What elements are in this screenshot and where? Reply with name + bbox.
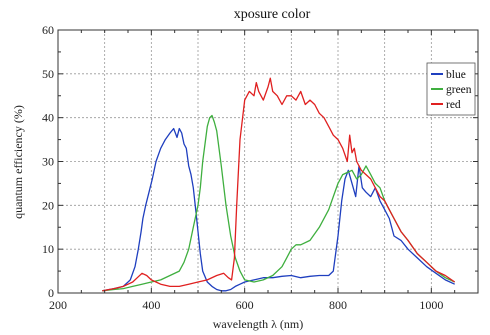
y-tick-label: 10 <box>42 242 54 256</box>
series-line-red <box>102 77 456 292</box>
x-tick-label: 1000 <box>419 298 443 312</box>
y-tick-label: 50 <box>42 67 54 81</box>
chart-title: xposure color <box>234 7 311 22</box>
legend: blue green red <box>426 62 476 116</box>
legend-label-red: red <box>446 99 461 111</box>
y-tick-label: 40 <box>42 111 54 125</box>
x-tick-label: 400 <box>142 298 160 312</box>
series-line-green <box>102 114 455 292</box>
legend-label-blue: blue <box>446 69 466 81</box>
axis-ticks: 200 400 600 800 1000 0 10 20 30 40 50 60 <box>42 23 479 312</box>
legend-label-green: green <box>446 84 472 96</box>
y-tick-label: 60 <box>42 23 54 37</box>
y-tick-label: 30 <box>42 155 54 169</box>
series-line-blue <box>102 127 455 292</box>
x-axis-title: wavelength λ (nm) <box>213 317 303 331</box>
x-tick-label: 800 <box>329 298 347 312</box>
x-tick-label: 200 <box>49 298 67 312</box>
y-tick-label: 0 <box>48 286 54 300</box>
x-tick-label: 600 <box>236 298 254 312</box>
y-tick-label: 20 <box>42 198 54 212</box>
y-axis-title: quantum efficiency (%) <box>11 105 25 219</box>
data-series <box>102 77 456 292</box>
